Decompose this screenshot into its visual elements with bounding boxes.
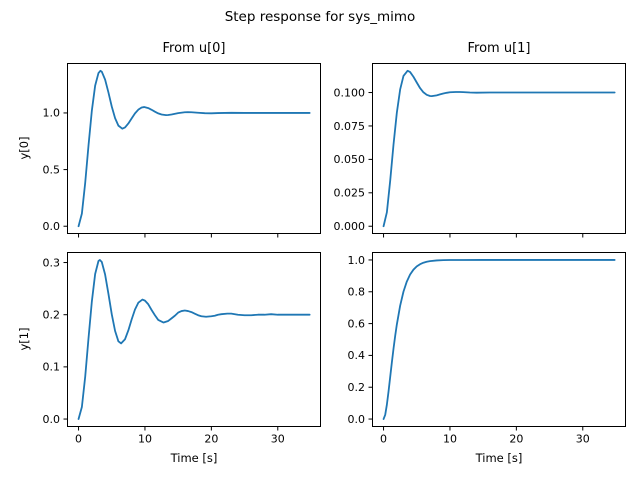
axes-spines: [67, 252, 321, 427]
subplot-2-xlabel: Time [s]: [170, 451, 218, 465]
response-curve: [77, 69, 311, 228]
y-tick-label: 0.2: [43, 309, 61, 322]
subplot-2-ylabel: y[1]: [17, 327, 31, 351]
subplot-2-axes: 0 10 20 30 0.0 0.1 0.2 0.3: [43, 252, 321, 446]
subplot-3-xlabel: Time [s]: [475, 451, 523, 465]
subplot-1-title: From u[1]: [467, 41, 531, 56]
y-tick-label: 0.0: [43, 413, 61, 426]
x-tick-label: 30: [576, 433, 590, 446]
x-tick-label: 10: [443, 433, 457, 446]
subplot-0-ylabel: y[0]: [17, 136, 31, 160]
subplot-0-axes: 0.0 0.5 1.0: [43, 63, 321, 238]
x-tick-label: 20: [204, 433, 218, 446]
y-tick-label: 0.000: [334, 220, 366, 233]
y-tick-label: 0.0: [348, 413, 366, 426]
subplot-1-axes: 0.000 0.025 0.050 0.075 0.100: [334, 63, 626, 238]
axes-spines: [372, 252, 626, 427]
y-tick-label: 0.5: [43, 163, 61, 176]
y-tick-label: 0.050: [334, 153, 366, 166]
x-tick-label: 10: [138, 433, 152, 446]
axes-spines: [372, 63, 626, 234]
y-tick-label: 0.6: [348, 317, 366, 330]
x-tick-label: 0: [75, 433, 82, 446]
response-curve: [382, 259, 616, 420]
figure-suptitle: Step response for sys_mimo: [224, 9, 416, 25]
y-tick-label: 0.100: [334, 86, 366, 99]
x-tick-label: 30: [271, 433, 285, 446]
y-tick-label: 0.025: [334, 187, 366, 200]
subplot-3-axes: 0 10 20 30 0.0 0.2 0.4 0.6 0.8 1.0: [348, 252, 626, 446]
x-tick-label: 0: [380, 433, 387, 446]
y-tick-label: 1.0: [348, 254, 366, 267]
x-tick-label: 20: [509, 433, 523, 446]
y-tick-label: 0.075: [334, 120, 366, 133]
y-tick-label: 0.4: [348, 349, 366, 362]
response-curve: [382, 69, 616, 228]
y-tick-label: 0.8: [348, 286, 366, 299]
response-curve: [77, 259, 311, 420]
axes-spines: [67, 63, 321, 234]
y-tick-label: 0.1: [43, 361, 61, 374]
subplot-0-title: From u[0]: [162, 41, 226, 56]
y-tick-label: 0.0: [43, 220, 61, 233]
y-tick-label: 0.3: [43, 256, 61, 269]
y-tick-label: 0.2: [348, 381, 366, 394]
y-tick-label: 1.0: [43, 107, 61, 120]
